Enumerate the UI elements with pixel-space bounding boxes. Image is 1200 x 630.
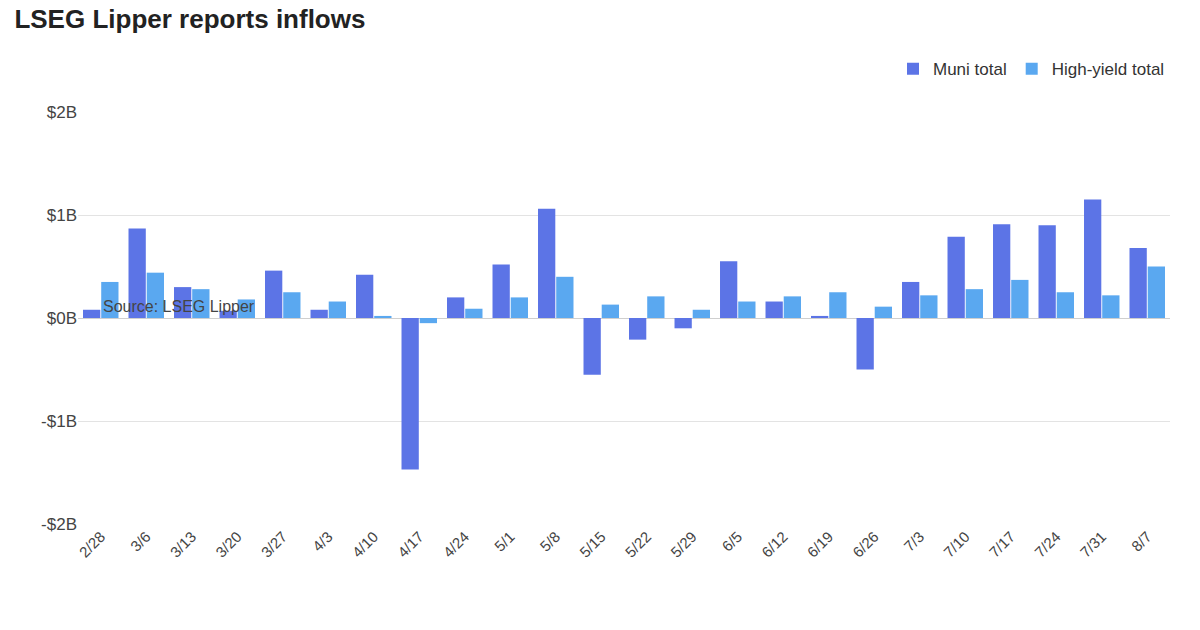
svg-text:$0B: $0B (47, 309, 77, 328)
svg-text:LSEG Lipper reports inflows: LSEG Lipper reports inflows (14, 4, 365, 34)
svg-text:5/1: 5/1 (491, 528, 518, 555)
svg-text:-$2B: -$2B (41, 515, 77, 534)
svg-text:4/17: 4/17 (394, 528, 427, 561)
svg-text:8/7: 8/7 (1128, 528, 1155, 555)
svg-text:High-yield total: High-yield total (1052, 60, 1164, 79)
svg-text:5/15: 5/15 (576, 528, 609, 561)
svg-text:$1B: $1B (47, 206, 77, 225)
svg-text:4/24: 4/24 (440, 528, 473, 561)
svg-text:6/5: 6/5 (718, 528, 745, 555)
svg-text:3/27: 3/27 (258, 528, 291, 561)
svg-text:5/8: 5/8 (536, 528, 563, 555)
svg-text:7/3: 7/3 (900, 528, 927, 555)
svg-text:7/10: 7/10 (940, 528, 973, 561)
svg-text:3/20: 3/20 (212, 528, 245, 561)
svg-text:3/13: 3/13 (167, 528, 200, 561)
svg-text:6/19: 6/19 (804, 528, 837, 561)
svg-text:7/17: 7/17 (986, 528, 1019, 561)
svg-text:$2B: $2B (47, 103, 77, 122)
svg-text:6/26: 6/26 (849, 528, 882, 561)
svg-text:7/31: 7/31 (1077, 528, 1110, 561)
svg-text:-$1B: -$1B (41, 412, 77, 431)
svg-text:7/24: 7/24 (1031, 528, 1064, 561)
svg-text:5/22: 5/22 (622, 528, 655, 561)
svg-text:Source: LSEG Lipper: Source: LSEG Lipper (103, 298, 255, 315)
svg-text:3/6: 3/6 (127, 528, 154, 555)
svg-text:Muni total: Muni total (933, 60, 1007, 79)
svg-text:2/28: 2/28 (76, 528, 109, 561)
svg-text:4/3: 4/3 (309, 528, 336, 555)
svg-text:4/10: 4/10 (349, 528, 382, 561)
svg-text:6/12: 6/12 (758, 528, 791, 561)
svg-text:5/29: 5/29 (667, 528, 700, 561)
